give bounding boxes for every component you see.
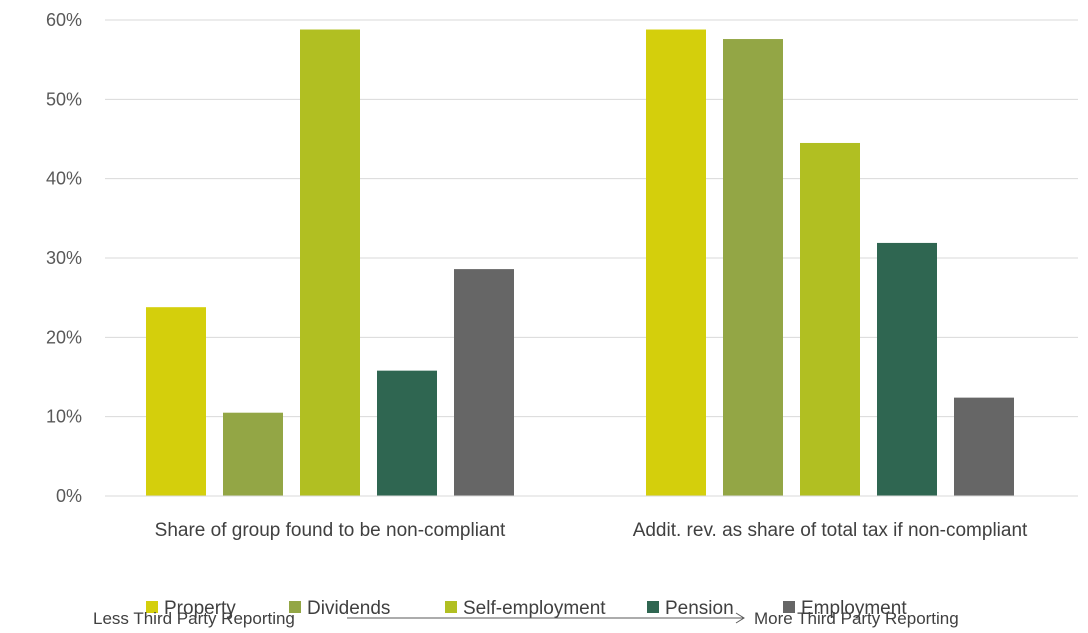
legend-swatch-pension (647, 601, 659, 613)
legend-label-dividends: Dividends (307, 598, 390, 619)
arrow-head-icon (735, 612, 745, 624)
bar-employment (954, 397, 1014, 496)
bar-pension (377, 370, 437, 496)
bar-property (646, 29, 706, 497)
bar-dividends (723, 39, 783, 496)
legend-swatch-dividends (289, 601, 301, 613)
legend: Property Dividends Self-employment Pension E… (146, 598, 907, 619)
bar-employment (454, 269, 514, 496)
bar-property (146, 307, 206, 496)
y-tick-label: 30% (46, 248, 82, 268)
legend-label-pension: Pension (665, 598, 734, 619)
category-label-1: Addit. rev. as share of total tax if non… (633, 520, 1028, 541)
legend-swatch-employment (783, 601, 795, 613)
y-axis: 0% 10% 20% 30% 40% 50% 60% (46, 10, 82, 506)
y-tick-label: 60% (46, 10, 82, 30)
legend-label-employment: Employment (801, 598, 907, 619)
reporting-annotation: Less Third Party Reporting More Third Pa… (93, 609, 959, 628)
y-tick-label: 10% (46, 407, 82, 427)
annotation-right-label: More Third Party Reporting (754, 609, 959, 628)
category-label-0: Share of group found to be non-compliant (155, 520, 506, 541)
legend-label-property: Property (164, 598, 236, 619)
annotation-left-label: Less Third Party Reporting (93, 609, 295, 628)
legend-swatch-self-employment (445, 601, 457, 613)
y-tick-label: 20% (46, 327, 82, 347)
bar-self-employment (300, 29, 360, 497)
legend-swatch-property (146, 601, 158, 613)
y-tick-label: 50% (46, 89, 82, 109)
bar-dividends (223, 412, 283, 496)
y-tick-label: 0% (56, 486, 82, 506)
bar-self-employment (800, 142, 860, 496)
y-tick-label: 40% (46, 169, 82, 189)
bars (146, 29, 1014, 497)
bar-pension (877, 242, 937, 496)
legend-label-self-employment: Self-employment (463, 598, 606, 619)
